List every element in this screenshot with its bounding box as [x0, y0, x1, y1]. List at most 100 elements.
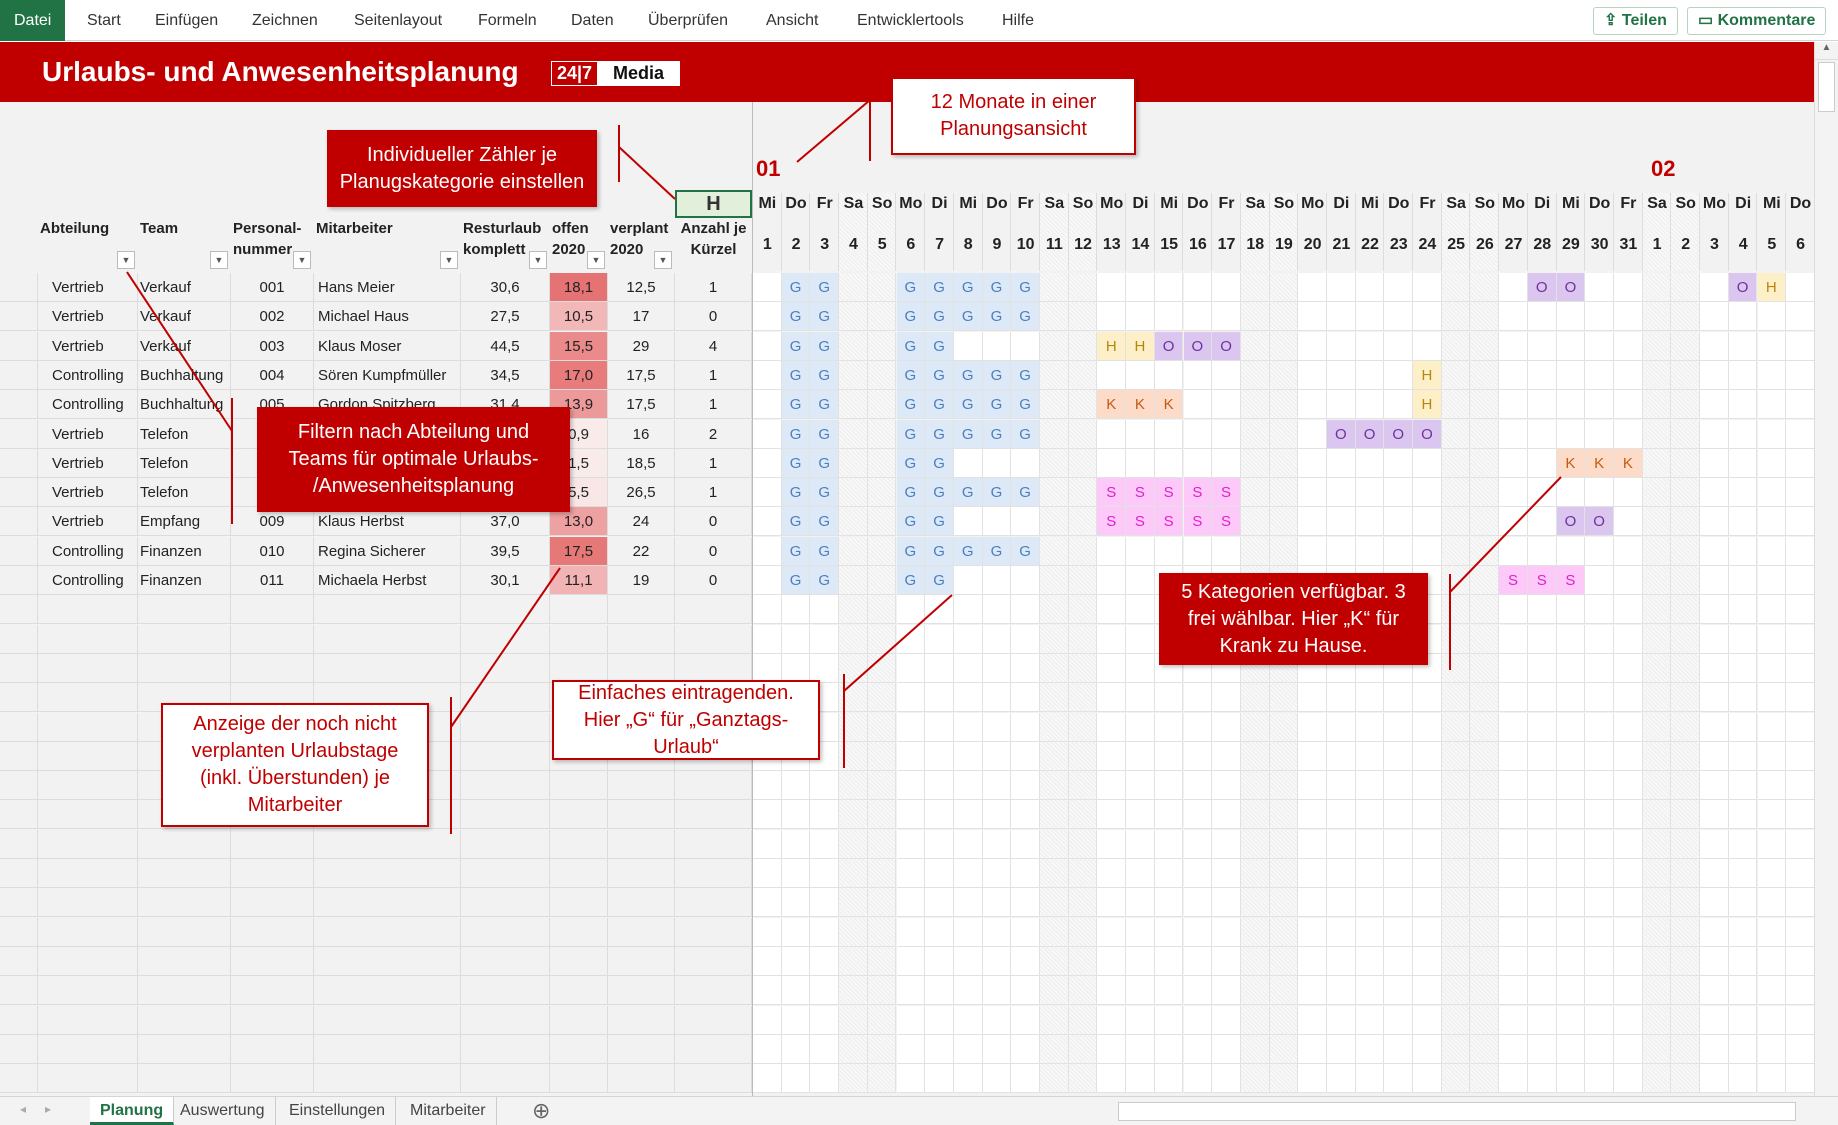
plan-entry-S[interactable]: S	[1212, 507, 1241, 537]
calendar-cell[interactable]	[1614, 331, 1643, 361]
calendar-cell[interactable]	[1585, 390, 1614, 420]
calendar-cell[interactable]	[1154, 1005, 1184, 1035]
calendar-cell[interactable]	[1040, 800, 1069, 830]
calendar-cell[interactable]	[1183, 390, 1213, 420]
calendar-cell[interactable]	[1240, 712, 1270, 742]
calendar-cell[interactable]	[925, 859, 954, 888]
menu-seitenlayout[interactable]: Seitenlayout	[354, 12, 443, 29]
calendar-cell[interactable]	[1499, 771, 1528, 801]
calendar-cell[interactable]	[1728, 390, 1758, 420]
calendar-cell[interactable]	[1413, 946, 1442, 976]
calendar-cell[interactable]	[1068, 829, 1098, 859]
cell-team[interactable]: Telefon	[138, 419, 231, 449]
calendar-cell[interactable]	[1183, 917, 1213, 947]
calendar-cell[interactable]	[1154, 800, 1184, 830]
calendar-cell[interactable]	[1585, 771, 1614, 801]
calendar-cell[interactable]	[1327, 800, 1356, 830]
calendar-cell[interactable]	[1097, 741, 1127, 771]
calendar-cell[interactable]	[1441, 653, 1471, 683]
calendar-cell[interactable]	[1068, 946, 1098, 976]
calendar-cell[interactable]	[1126, 829, 1155, 859]
calendar-cell[interactable]	[1011, 624, 1040, 654]
calendar-cell[interactable]	[1298, 360, 1327, 390]
calendar-cell[interactable]	[953, 595, 983, 625]
calendar-cell[interactable]	[839, 917, 868, 947]
calendar-cell[interactable]	[1327, 888, 1356, 918]
plan-entry-G[interactable]: G	[810, 536, 840, 566]
calendar-cell[interactable]	[1671, 536, 1701, 566]
calendar-cell[interactable]	[867, 1005, 897, 1035]
calendar-cell[interactable]	[1068, 273, 1098, 302]
calendar-cell[interactable]	[1728, 859, 1758, 888]
plan-entry-G[interactable]: G	[896, 419, 926, 449]
calendar-cell[interactable]	[1700, 1005, 1729, 1035]
calendar-cell[interactable]	[1068, 800, 1098, 830]
calendar-cell[interactable]	[1068, 419, 1098, 449]
calendar-cell[interactable]	[1011, 566, 1040, 595]
calendar-cell[interactable]	[781, 624, 811, 654]
comments-button[interactable]: ▭ Kommentare	[1687, 7, 1827, 35]
calendar-cell[interactable]	[1384, 829, 1414, 859]
calendar-cell[interactable]	[1068, 302, 1098, 332]
menu-formeln[interactable]: Formeln	[478, 12, 537, 29]
calendar-cell[interactable]	[1441, 331, 1471, 361]
calendar-cell[interactable]	[839, 390, 868, 420]
calendar-cell[interactable]	[1700, 448, 1729, 478]
calendar-cell[interactable]	[1068, 1064, 1098, 1094]
calendar-cell[interactable]	[1499, 712, 1528, 742]
calendar-cell[interactable]	[1413, 683, 1442, 713]
calendar-cell[interactable]	[1786, 829, 1815, 859]
calendar-cell[interactable]	[753, 360, 782, 390]
calendar-cell[interactable]	[1527, 712, 1557, 742]
calendar-cell[interactable]	[1068, 771, 1098, 801]
calendar-cell[interactable]	[1728, 741, 1758, 771]
calendar-cell[interactable]	[896, 624, 926, 654]
calendar-cell[interactable]	[1413, 712, 1442, 742]
calendar-cell[interactable]	[1585, 917, 1614, 947]
calendar-cell[interactable]	[1700, 419, 1729, 449]
calendar-cell[interactable]	[1040, 653, 1069, 683]
calendar-cell[interactable]	[1499, 946, 1528, 976]
calendar-cell[interactable]	[1585, 624, 1614, 654]
calendar-cell[interactable]	[1786, 917, 1815, 947]
calendar-cell[interactable]	[1212, 448, 1241, 478]
plan-entry-G[interactable]: G	[810, 331, 840, 361]
calendar-cell[interactable]	[1298, 771, 1327, 801]
calendar-cell[interactable]	[1700, 653, 1729, 683]
calendar-cell[interactable]	[1499, 888, 1528, 918]
calendar-cell[interactable]	[1240, 390, 1270, 420]
calendar-cell[interactable]	[1068, 566, 1098, 595]
calendar-cell[interactable]	[1068, 712, 1098, 742]
calendar-cell[interactable]	[1470, 331, 1500, 361]
calendar-cell[interactable]	[1786, 478, 1815, 508]
calendar-cell[interactable]	[1298, 800, 1327, 830]
calendar-cell[interactable]	[1527, 771, 1557, 801]
calendar-cell[interactable]	[1269, 448, 1299, 478]
calendar-cell[interactable]	[1556, 653, 1586, 683]
calendar-cell[interactable]	[1355, 741, 1385, 771]
plan-entry-G[interactable]: G	[896, 390, 926, 420]
calendar-cell[interactable]	[953, 829, 983, 859]
filter-dropdown-verplant[interactable]: ▼	[654, 251, 672, 269]
calendar-cell[interactable]	[1470, 888, 1500, 918]
cell-team[interactable]: Finanzen	[138, 536, 231, 566]
calendar-cell[interactable]	[1068, 976, 1098, 1006]
calendar-cell[interactable]	[1327, 331, 1356, 361]
cell-team[interactable]: Finanzen	[138, 566, 231, 595]
calendar-cell[interactable]	[1556, 419, 1586, 449]
calendar-cell[interactable]	[1355, 360, 1385, 390]
calendar-cell[interactable]	[1556, 683, 1586, 713]
cell-abteilung[interactable]: Vertrieb	[38, 419, 138, 449]
calendar-cell[interactable]	[1240, 1034, 1270, 1064]
plan-entry-G[interactable]: G	[781, 478, 811, 508]
plan-entry-G[interactable]: G	[925, 360, 954, 390]
cell-name[interactable]: Klaus Herbst	[314, 507, 461, 537]
calendar-cell[interactable]	[1355, 712, 1385, 742]
calendar-cell[interactable]	[1212, 741, 1241, 771]
calendar-cell[interactable]	[1642, 917, 1672, 947]
calendar-cell[interactable]	[867, 595, 897, 625]
cell-offen[interactable]: 11,1	[550, 566, 608, 595]
calendar-cell[interactable]	[1355, 771, 1385, 801]
calendar-cell[interactable]	[839, 273, 868, 302]
calendar-cell[interactable]	[1413, 917, 1442, 947]
